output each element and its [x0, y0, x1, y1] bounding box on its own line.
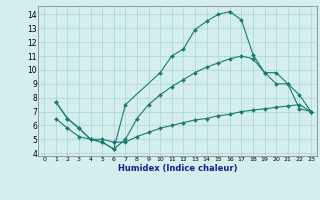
- X-axis label: Humidex (Indice chaleur): Humidex (Indice chaleur): [118, 164, 237, 173]
